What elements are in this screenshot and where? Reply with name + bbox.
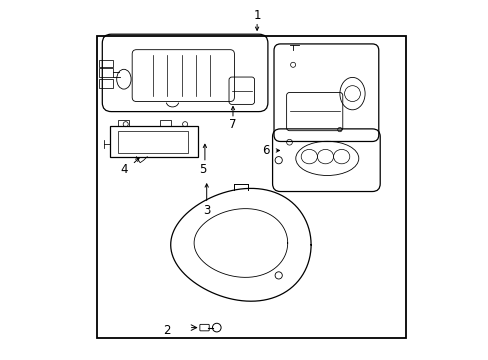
Text: 1: 1 (253, 9, 260, 22)
Bar (97, 36, 406, 338)
Bar (99, 79, 113, 88)
Bar (99, 68, 113, 77)
Text: 5: 5 (199, 163, 206, 176)
Text: 4: 4 (120, 163, 127, 176)
Bar (160, 120, 170, 126)
Text: 2: 2 (163, 324, 170, 337)
Bar (99, 60, 113, 67)
Text: 7: 7 (229, 118, 236, 131)
Bar (118, 120, 128, 126)
Text: 3: 3 (203, 204, 210, 217)
Text: 6: 6 (261, 144, 268, 157)
